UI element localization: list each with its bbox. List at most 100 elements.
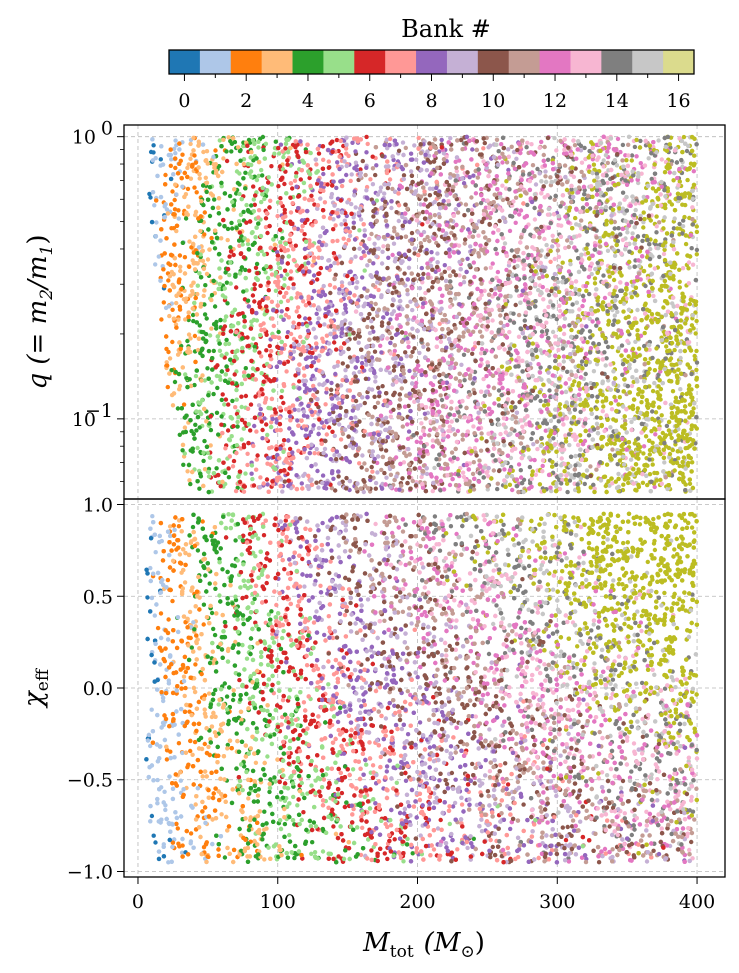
colorbar-swatch (261, 50, 293, 74)
scatter-point (548, 175, 553, 180)
scatter-point (567, 442, 572, 448)
scatter-point (557, 308, 563, 314)
scatter-point (406, 344, 411, 350)
scatter-point (255, 252, 261, 257)
scatter-point (276, 184, 281, 189)
scatter-point (569, 327, 574, 333)
scatter-point (507, 228, 513, 234)
scatter-point (612, 226, 617, 231)
scatter-point (367, 449, 372, 454)
scatter-point (466, 449, 471, 455)
scatter-point (334, 347, 339, 352)
scatter-point (297, 379, 302, 384)
scatter-point (254, 457, 259, 462)
scatter-point (379, 261, 385, 266)
scatter-point (373, 301, 378, 307)
scatter-point (496, 149, 501, 154)
scatter-point (499, 364, 505, 369)
scatter-point (684, 316, 689, 322)
scatter-point (292, 226, 297, 231)
scatter-point (504, 160, 510, 165)
scatter-point (252, 286, 257, 292)
scatter-point (432, 465, 437, 471)
scatter-point (673, 395, 679, 400)
scatter-point (188, 141, 193, 147)
scatter-point (472, 228, 477, 234)
scatter-point (600, 379, 605, 384)
scatter-point (556, 419, 561, 424)
scatter-point (660, 430, 665, 436)
scatter-point (462, 213, 467, 218)
scatter-point (349, 415, 354, 421)
scatter-point (426, 288, 431, 293)
scatter-point (335, 160, 340, 165)
scatter-point (589, 184, 594, 189)
scatter-point (658, 477, 663, 483)
scatter-point (672, 216, 677, 221)
scatter-point (617, 395, 622, 400)
colorbar-swatch (601, 50, 633, 74)
scatter-point (197, 425, 202, 430)
scatter-point (222, 402, 227, 407)
scatter-point (659, 413, 664, 418)
scatter-point (308, 150, 313, 156)
scatter-point (265, 230, 270, 236)
scatter-point (636, 346, 642, 351)
scatter-point (641, 210, 646, 215)
scatter-point (535, 421, 540, 426)
scatter-point (353, 205, 358, 210)
scatter-point (536, 287, 541, 293)
scatter-point (217, 348, 223, 353)
scatter-point (255, 367, 260, 372)
scatter-point (295, 226, 301, 232)
scatter-point (171, 226, 177, 231)
scatter-point (392, 348, 397, 354)
scatter-point (348, 380, 354, 386)
scatter-point (345, 364, 350, 369)
scatter-point (424, 168, 430, 173)
scatter-point (509, 144, 514, 149)
scatter-point (643, 301, 648, 306)
scatter-point (191, 318, 196, 324)
scatter-point (517, 399, 522, 405)
scatter-point (441, 198, 446, 204)
scatter-point (615, 239, 620, 244)
scatter-point (453, 273, 459, 278)
scatter-point (281, 154, 286, 160)
scatter-point (629, 153, 635, 158)
scatter-point (422, 411, 428, 416)
scatter-point (610, 447, 615, 452)
scatter-point (686, 266, 691, 271)
scatter-point (652, 380, 657, 386)
scatter-point (582, 481, 587, 487)
scatter-point (463, 202, 469, 207)
scatter-point (154, 220, 159, 225)
scatter-point (649, 429, 654, 434)
scatter-point (225, 301, 230, 306)
scatter-point (318, 196, 323, 201)
scatter-point (598, 478, 604, 483)
scatter-point (364, 150, 369, 155)
scatter-point (419, 372, 424, 378)
scatter-point (447, 482, 453, 488)
scatter-point (369, 441, 375, 446)
scatter-point (454, 406, 460, 411)
scatter-point (248, 402, 254, 407)
scatter-point (351, 246, 357, 251)
scatter-point (498, 381, 503, 386)
scatter-point (574, 207, 579, 212)
scatter-point (513, 220, 518, 225)
scatter-point (254, 467, 259, 472)
scatter-point (616, 471, 621, 477)
scatter-point (425, 342, 430, 347)
scatter-point (667, 170, 672, 175)
scatter-point (579, 359, 585, 364)
scatter-point (412, 346, 417, 351)
scatter-point (245, 335, 250, 340)
scatter-point (161, 300, 166, 305)
scatter-point (277, 290, 283, 295)
scatter-point (604, 356, 609, 361)
scatter-point (683, 302, 688, 308)
scatter-point (252, 423, 257, 429)
scatter-point (652, 426, 657, 431)
